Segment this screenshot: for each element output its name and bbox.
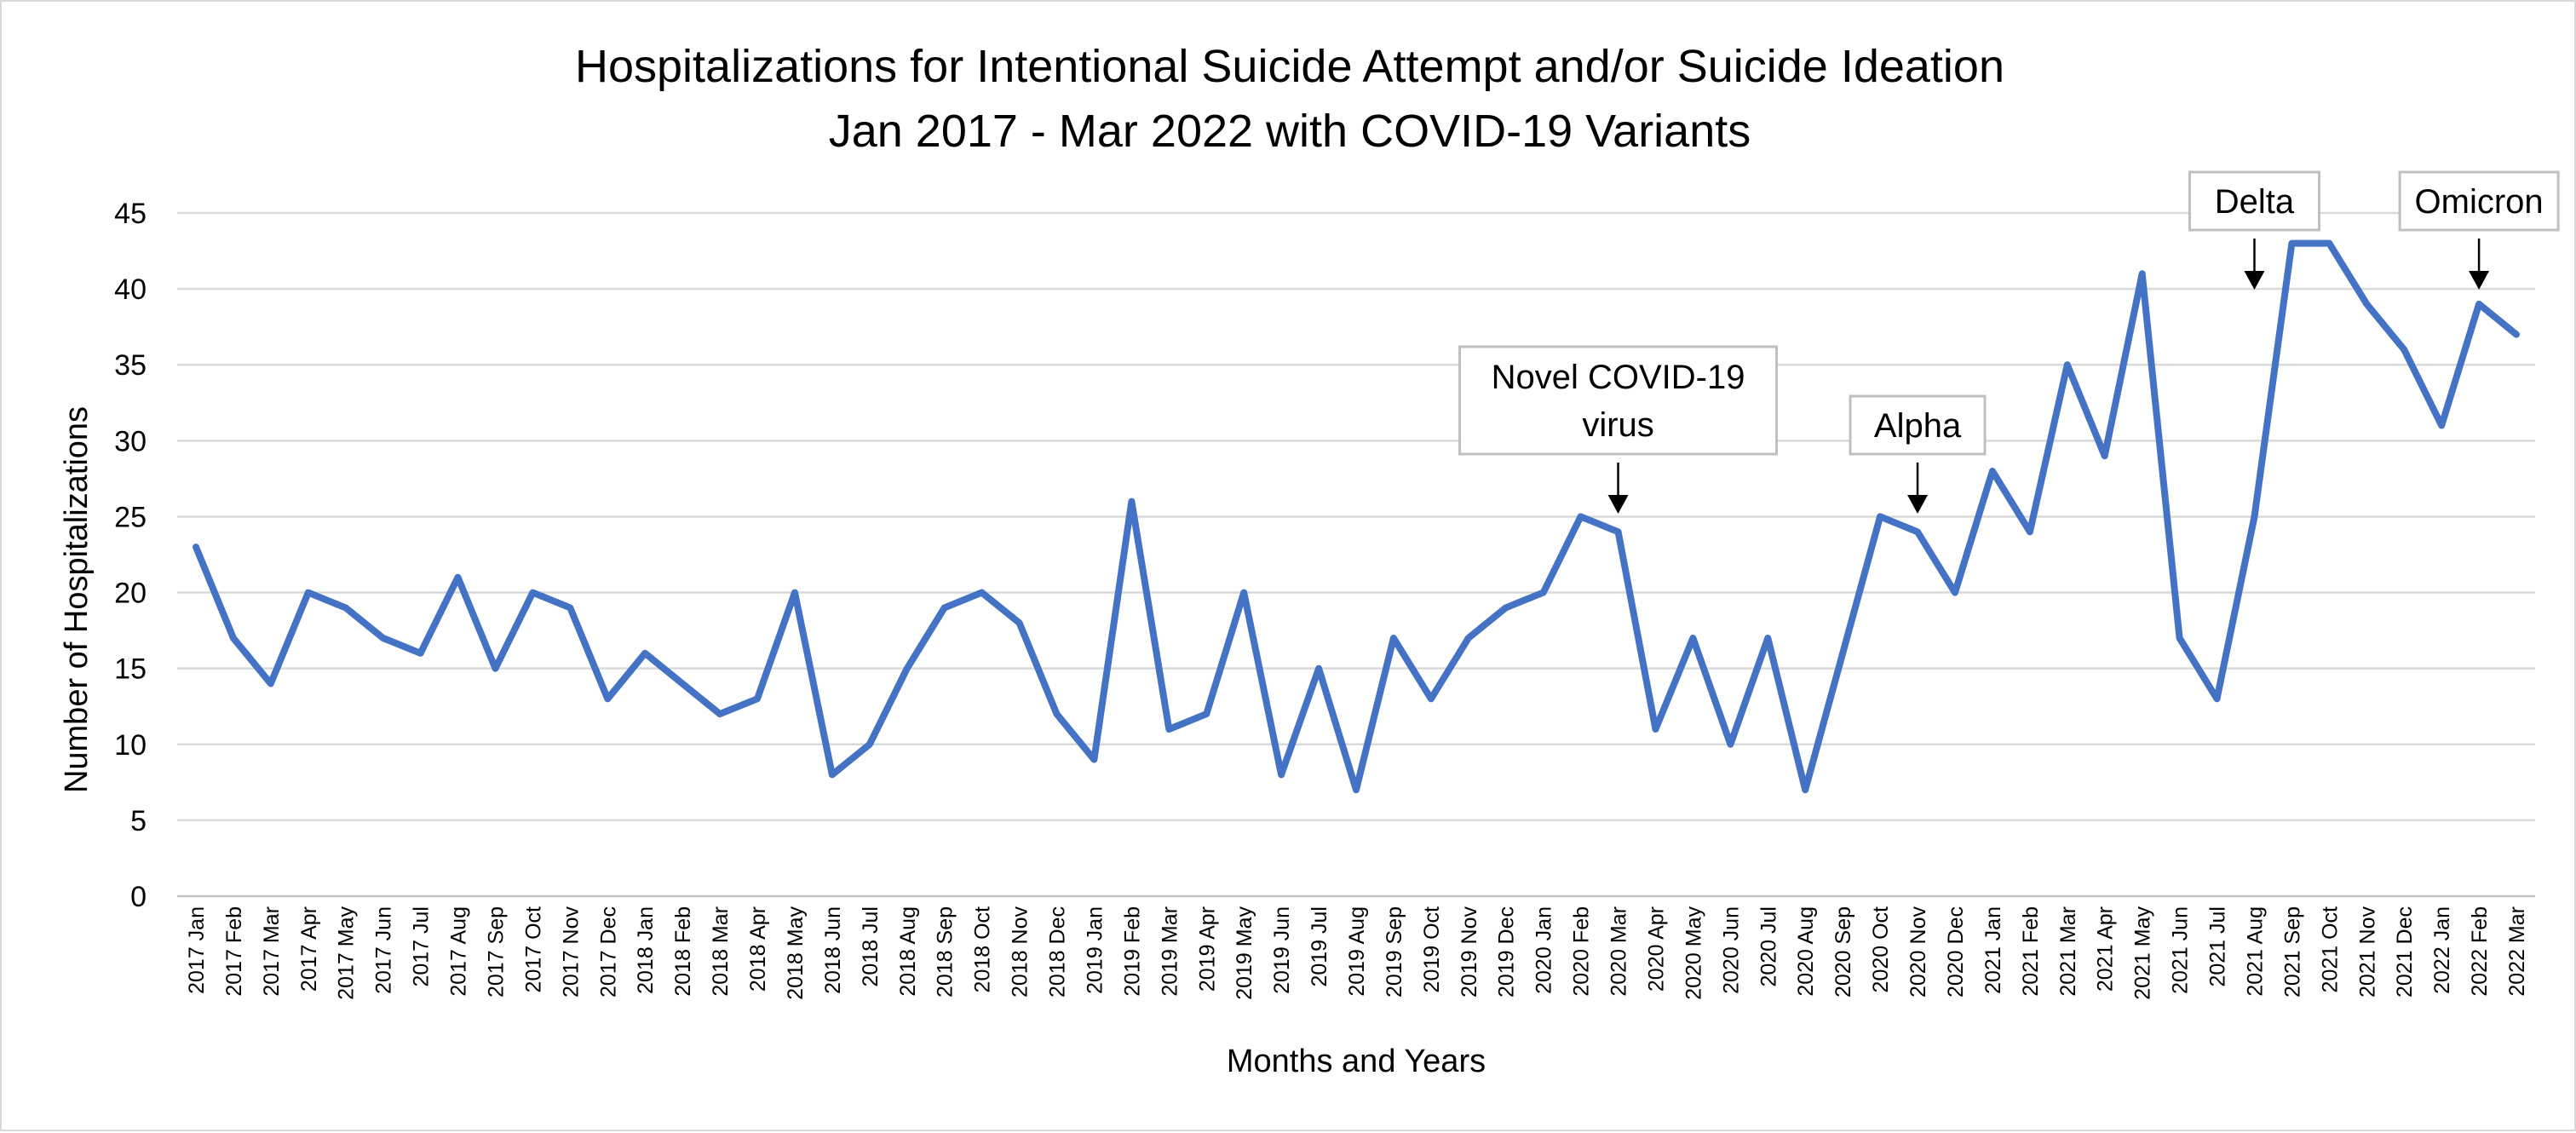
x-tick-label: 2019 Sep (1383, 906, 1406, 998)
x-tick-label: 2018 Jun (821, 906, 845, 994)
x-tick-label: 2020 Sep (1831, 906, 1855, 998)
x-tick-label: 2017 May (335, 906, 359, 1000)
annotation-label: Novel COVID-19 (1492, 359, 1745, 396)
x-tick-label: 2021 Oct (2318, 906, 2342, 993)
x-tick-label: 2018 Dec (1046, 906, 1070, 998)
annotation-novel-covid-19: Novel COVID-19 virus (1460, 347, 1777, 514)
x-tick-label: 2020 Jun (1719, 906, 1743, 994)
x-tick-label: 2018 May (784, 906, 808, 1000)
y-axis-label: Number of Hospitalizations (59, 406, 95, 793)
y-tick-label: 10 (114, 729, 147, 762)
x-tick-label: 2021 Dec (2393, 906, 2417, 998)
x-tick-label: 2019 Aug (1345, 906, 1369, 997)
x-tick-label: 2017 Jun (372, 906, 396, 994)
x-tick-label: 2020 Oct (1869, 906, 1893, 993)
x-tick-label: 2017 Apr (297, 906, 321, 992)
x-tick-label: 2019 Jul (1308, 906, 1331, 987)
annotation-label: virus (1582, 406, 1653, 444)
annotation-label: Alpha (1874, 407, 1962, 445)
y-tick-label: 15 (114, 653, 147, 686)
x-tick-label: 2017 Feb (222, 906, 246, 997)
x-tick-label: 2019 Jan (1083, 906, 1107, 994)
x-tick-label: 2018 Aug (896, 906, 920, 997)
x-tick-label: 2022 Mar (2505, 906, 2529, 997)
arrow-down-icon (1608, 495, 1629, 514)
x-tick-label: 2020 Feb (1570, 906, 1594, 997)
x-tick-label: 2020 Jul (1757, 906, 1780, 987)
x-tick-label: 2020 Aug (1794, 906, 1818, 997)
x-tick-label: 2020 Nov (1906, 906, 1930, 998)
x-tick-label: 2021 Feb (2019, 906, 2043, 997)
arrow-down-icon (2469, 271, 2489, 290)
x-tick-label: 2017 Oct (521, 906, 545, 993)
x-tick-label: 2018 Jul (859, 906, 883, 987)
x-axis-label: Months and Years (1227, 1044, 1486, 1079)
x-tick-label: 2017 Jul (410, 906, 434, 987)
annotation-alpha: Alpha (1850, 396, 1985, 514)
x-tick-label: 2021 Jan (1981, 906, 2005, 994)
x-tick-label: 2021 Jul (2206, 906, 2230, 987)
annotation-omicron: Omicron (2400, 172, 2558, 290)
x-tick-label: 2018 Feb (671, 906, 695, 997)
x-tick-label: 2020 Apr (1644, 906, 1668, 992)
annotation-label: Omicron (2415, 183, 2544, 221)
x-tick-label: 2018 Nov (1009, 906, 1032, 998)
x-tick-label: 2022 Feb (2468, 906, 2492, 997)
x-tick-label: 2017 Aug (447, 906, 471, 997)
x-tick-label: 2020 Dec (1944, 906, 1968, 998)
y-tick-label: 20 (114, 578, 147, 610)
x-tick-label: 2017 Nov (559, 906, 583, 998)
y-tick-label: 25 (114, 501, 147, 533)
annotations: Novel COVID-19 virus Alpha Delta Omicron (1460, 172, 2559, 514)
x-axis-ticks: 2017 Jan 2017 Feb 2017 Mar 2017 Apr 2017 May… (185, 906, 2529, 1000)
x-tick-label: 2018 Sep (934, 906, 957, 998)
y-axis-ticks: 0 5 10 15 20 25 30 35 40 45 (114, 198, 147, 913)
x-tick-label: 2021 Jun (2169, 906, 2193, 994)
x-tick-label: 2019 Dec (1495, 906, 1519, 998)
x-tick-label: 2019 Jun (1270, 906, 1294, 994)
x-tick-label: 2018 Oct (971, 906, 995, 993)
x-tick-label: 2021 May (2131, 906, 2155, 1000)
x-tick-label: 2017 Mar (260, 906, 284, 997)
x-tick-label: 2017 Jan (185, 906, 209, 994)
arrow-down-icon (2244, 271, 2264, 290)
x-tick-label: 2020 Jan (1532, 906, 1556, 994)
x-tick-label: 2020 May (1682, 906, 1705, 1000)
y-tick-label: 30 (114, 425, 147, 457)
gridlines (177, 213, 2535, 896)
y-tick-label: 45 (114, 198, 147, 230)
x-tick-label: 2019 Mar (1158, 906, 1182, 997)
x-tick-label: 2019 Nov (1458, 906, 1481, 998)
x-tick-label: 2021 Sep (2280, 906, 2304, 998)
x-tick-label: 2021 Aug (2243, 906, 2267, 997)
x-tick-label: 2018 Jan (634, 906, 658, 994)
annotation-label: Delta (2215, 183, 2295, 221)
y-tick-label: 35 (114, 349, 147, 382)
y-tick-label: 0 (130, 881, 147, 913)
x-tick-label: 2019 Feb (1120, 906, 1144, 997)
x-tick-label: 2019 Apr (1195, 906, 1219, 992)
x-tick-label: 2017 Dec (596, 906, 620, 998)
annotation-delta: Delta (2189, 172, 2319, 290)
x-tick-label: 2022 Jan (2430, 906, 2454, 994)
x-tick-label: 2021 Nov (2355, 906, 2379, 998)
x-tick-label: 2020 Mar (1607, 906, 1631, 997)
x-tick-label: 2021 Apr (2094, 906, 2118, 992)
x-tick-label: 2017 Sep (484, 906, 508, 998)
x-tick-label: 2018 Apr (746, 906, 770, 992)
y-tick-label: 5 (130, 805, 147, 837)
chart-title-line-1: Hospitalizations for Intentional Suicide… (575, 41, 2004, 92)
x-tick-label: 2018 Mar (709, 906, 733, 997)
arrow-down-icon (1907, 495, 1928, 514)
x-tick-label: 2019 May (1233, 906, 1256, 1000)
x-tick-label: 2019 Oct (1420, 906, 1444, 993)
chart-title-line-2: Jan 2017 - Mar 2022 with COVID-19 Varian… (829, 106, 1751, 157)
x-tick-label: 2021 Mar (2056, 906, 2080, 997)
y-tick-label: 40 (114, 273, 147, 306)
